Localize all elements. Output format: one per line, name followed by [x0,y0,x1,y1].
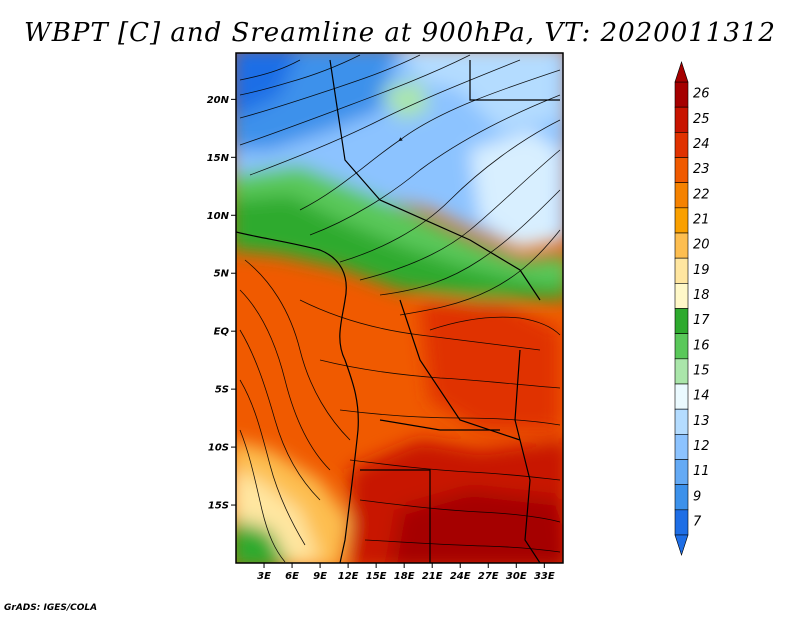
map-title: WBPT [C] and Sreamline at 900hPa, VT: 20… [24,18,776,48]
colorbar-swatch [674,106,689,133]
colorbar-label: 13 [693,414,710,429]
colorbar-swatch [674,132,689,158]
colorbar-label: 7 [693,514,702,529]
colorbar-label: 24 [693,137,710,152]
colorbar-min-arrow [674,534,689,556]
colorbar-swatch [674,157,689,183]
lon-tick-label: 33E [534,571,555,582]
colorbar-swatch [674,484,689,511]
colorbar-swatch [674,283,689,309]
lon-tick-label: 24E [450,571,471,582]
colorbar-swatch [674,81,689,108]
lat-tick-label: 10S [208,443,229,454]
colorbar-swatch [674,509,689,536]
colorbar-swatch [674,358,689,385]
colorbar-max-arrow [674,61,689,83]
colorbar-swatch [674,232,689,259]
colorbar-label: 26 [693,87,710,102]
longitude-axis: 3E 6E 9E 12E 15E 18E 21E 24E 27E 30E 33E [257,563,555,582]
colorbar-label: 22 [693,187,710,202]
colorbar-label: 23 [693,162,710,177]
lon-tick-label: 27E [478,571,499,582]
lon-tick-label: 12E [338,571,359,582]
colorbar-swatch [674,434,689,460]
colorbar-swatch [674,257,689,284]
lon-tick-label: 6E [285,571,299,582]
lon-tick-label: 3E [257,571,271,582]
colorbar-label: 15 [693,363,710,378]
lat-tick-label: 5S [215,385,229,396]
latitude-axis: 20N 15N 10N 5N EQ 5S 10S 15S [207,95,236,512]
colorbar-label: 18 [693,288,710,303]
colorbar-label: 11 [693,464,710,479]
colorbar-label: 19 [693,263,710,278]
streamlines [239,54,561,563]
colorbar-label: 12 [693,439,710,454]
wbpt-field [236,53,563,563]
colorbar-swatch [674,207,689,234]
colorbar-swatch [674,408,689,435]
coastlines-borders [236,59,560,563]
colorbar-label: 14 [693,389,710,404]
lat-tick-label: 5N [214,269,230,280]
map-frame [235,52,564,564]
lon-tick-label: 15E [366,571,387,582]
lat-tick-label: EQ [214,327,230,338]
colorbar-swatch [674,182,689,209]
colorbar-swatch [674,308,689,334]
colorbar-swatch [674,333,689,360]
colorbar: 26 25 24 23 22 21 20 19 18 17 16 15 14 13 12 11 9 7 [674,61,710,556]
colorbar-swatch [674,459,689,485]
lat-tick-label: 20N [207,95,230,106]
colorbar-swatch [674,383,689,410]
colorbar-label: 21 [693,212,710,227]
lat-tick-label: 10N [207,211,230,222]
lon-tick-label: 9E [313,571,327,582]
lat-tick-label: 15S [208,501,229,512]
colorbar-label: 20 [693,238,710,253]
credit-label: GrADS: IGES/COLA [4,603,98,613]
colorbar-label: 9 [693,489,701,504]
lon-tick-label: 30E [506,571,527,582]
lon-tick-label: 21E [422,571,443,582]
colorbar-label: 17 [693,313,710,328]
colorbar-label: 25 [693,112,710,127]
lat-tick-label: 15N [207,153,230,164]
lon-tick-label: 18E [394,571,415,582]
colorbar-label: 16 [693,338,710,353]
